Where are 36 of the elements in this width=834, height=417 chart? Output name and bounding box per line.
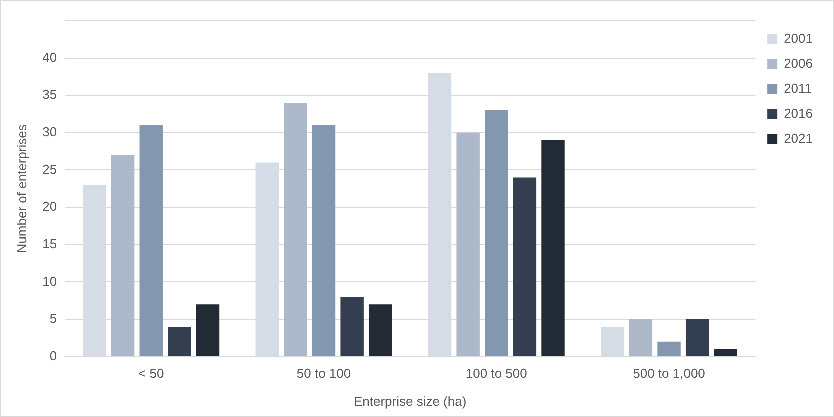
- y-tick-label: 25: [42, 162, 58, 177]
- bar: [658, 342, 681, 356]
- bar: [111, 155, 135, 356]
- y-axis-title: Number of enterprises: [14, 124, 30, 254]
- y-tick-label: 30: [42, 124, 58, 140]
- bar: [312, 125, 336, 356]
- x-axis-title: Enterprise size (ha): [354, 394, 467, 409]
- legend-label: 2011: [784, 81, 812, 96]
- bar: [686, 319, 710, 356]
- x-tick-label: 500 to 1,000: [633, 366, 706, 382]
- bar: [140, 125, 163, 356]
- y-tick-label: 35: [42, 87, 58, 102]
- legend-label: 2006: [784, 56, 813, 72]
- bar: [284, 103, 308, 356]
- y-tick-label: 5: [50, 311, 58, 326]
- bar: [629, 319, 653, 356]
- bar: [485, 110, 508, 356]
- bar: [369, 304, 392, 356]
- bar: [542, 140, 565, 356]
- y-tick-label: 40: [42, 50, 58, 65]
- bar: [196, 304, 220, 356]
- bar: [714, 349, 738, 356]
- bar: [456, 132, 480, 356]
- y-tick-label: 20: [42, 199, 58, 214]
- bar: [513, 178, 537, 356]
- legend-label: 2016: [784, 106, 813, 122]
- x-tick-label: < 50: [138, 366, 164, 382]
- x-tick-label: 50 to 100: [296, 366, 352, 382]
- bar: [168, 326, 192, 356]
- legend-label: 2001: [784, 31, 813, 46]
- y-tick-label: 10: [42, 274, 58, 289]
- y-tick-label: 0: [50, 348, 58, 364]
- bar: [340, 297, 364, 356]
- y-tick-label: 15: [42, 236, 58, 252]
- x-tick-label: 100 to 500: [466, 366, 528, 382]
- legend-label: 2021: [784, 131, 813, 146]
